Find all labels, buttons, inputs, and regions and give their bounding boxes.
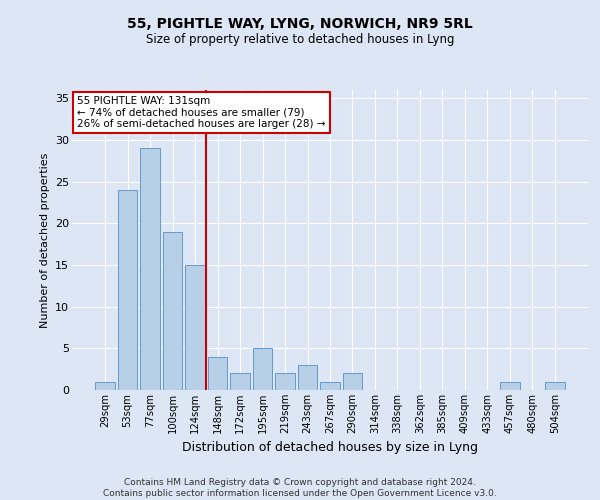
- Bar: [253, 348, 272, 390]
- Text: 55 PIGHTLE WAY: 131sqm
← 74% of detached houses are smaller (79)
26% of semi-det: 55 PIGHTLE WAY: 131sqm ← 74% of detached…: [77, 96, 326, 129]
- Text: Contains HM Land Registry data © Crown copyright and database right 2024.
Contai: Contains HM Land Registry data © Crown c…: [103, 478, 497, 498]
- Bar: [275, 374, 295, 390]
- Bar: [500, 382, 520, 390]
- Bar: [343, 374, 362, 390]
- Bar: [118, 190, 137, 390]
- Bar: [545, 382, 565, 390]
- Bar: [140, 148, 160, 390]
- Bar: [230, 374, 250, 390]
- Bar: [298, 365, 317, 390]
- Text: Size of property relative to detached houses in Lyng: Size of property relative to detached ho…: [146, 32, 454, 46]
- Y-axis label: Number of detached properties: Number of detached properties: [40, 152, 50, 328]
- Bar: [185, 265, 205, 390]
- Bar: [208, 356, 227, 390]
- Text: 55, PIGHTLE WAY, LYNG, NORWICH, NR9 5RL: 55, PIGHTLE WAY, LYNG, NORWICH, NR9 5RL: [127, 18, 473, 32]
- X-axis label: Distribution of detached houses by size in Lyng: Distribution of detached houses by size …: [182, 442, 478, 454]
- Bar: [163, 232, 182, 390]
- Bar: [320, 382, 340, 390]
- Bar: [95, 382, 115, 390]
